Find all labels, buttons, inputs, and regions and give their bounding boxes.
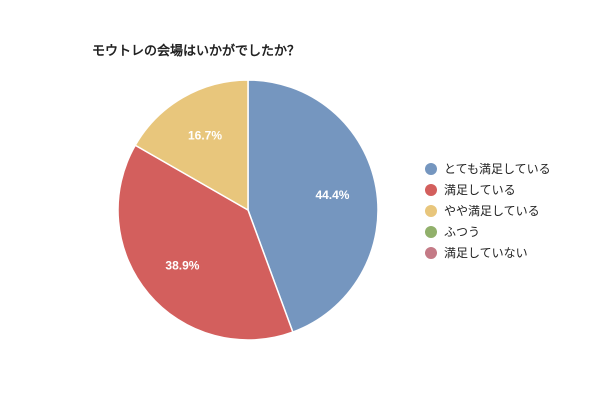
chart-title: モウトレの会場はいかがでしたか？ xyxy=(92,44,301,59)
legend-label-4: 満足していない xyxy=(444,246,528,260)
legend-swatch-1 xyxy=(425,183,437,196)
legend-swatch-0 xyxy=(425,162,437,175)
legend-label-1: 満足している xyxy=(444,183,516,197)
legend: とても満足している 満足しているやや満足している ふつう満足していない xyxy=(425,158,551,263)
slice-label-1: 38.9% xyxy=(165,258,199,272)
legend-swatch-2 xyxy=(425,204,437,217)
legend-swatch-3 xyxy=(425,225,437,238)
pie-slice-2 xyxy=(134,79,249,212)
legend-label-3: ふつう xyxy=(444,225,481,239)
slice-label-0: 44.4% xyxy=(315,188,349,202)
legend-item-0: とても満足している xyxy=(425,158,551,179)
legend-item-4: 満足していない xyxy=(425,242,551,263)
slice-label-2: 16.7% xyxy=(188,129,222,143)
legend-item-3: ふつう xyxy=(425,221,551,242)
pie-slice-0 xyxy=(247,79,379,333)
legend-swatch-4 xyxy=(425,246,437,259)
legend-label-0: とても満足している xyxy=(444,162,551,176)
legend-item-1: 満足している xyxy=(425,179,551,200)
legend-label-2: やや満足している xyxy=(444,204,540,218)
legend-item-2: やや満足している xyxy=(425,200,551,221)
pie-slice-1 xyxy=(117,144,294,341)
